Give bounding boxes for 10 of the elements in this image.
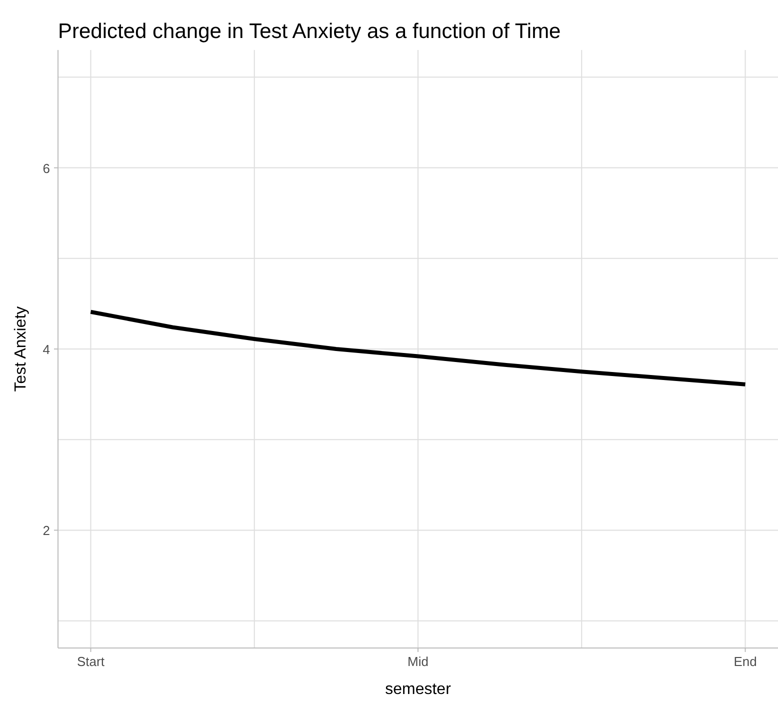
x-tick-label: End <box>734 654 757 669</box>
x-tick-label: Mid <box>408 654 428 669</box>
y-tick-label: 4 <box>42 342 50 357</box>
y-tick-label: 2 <box>42 523 50 538</box>
y-axis-title: Test Anxiety <box>12 306 30 392</box>
y-tick-label: 6 <box>42 160 50 176</box>
chart-title: Predicted change in Test Anxiety as a function of Time <box>58 20 561 44</box>
line-series <box>88 310 748 386</box>
x-axis-title: semester <box>385 681 452 698</box>
x-tick-label: Start <box>76 654 105 669</box>
